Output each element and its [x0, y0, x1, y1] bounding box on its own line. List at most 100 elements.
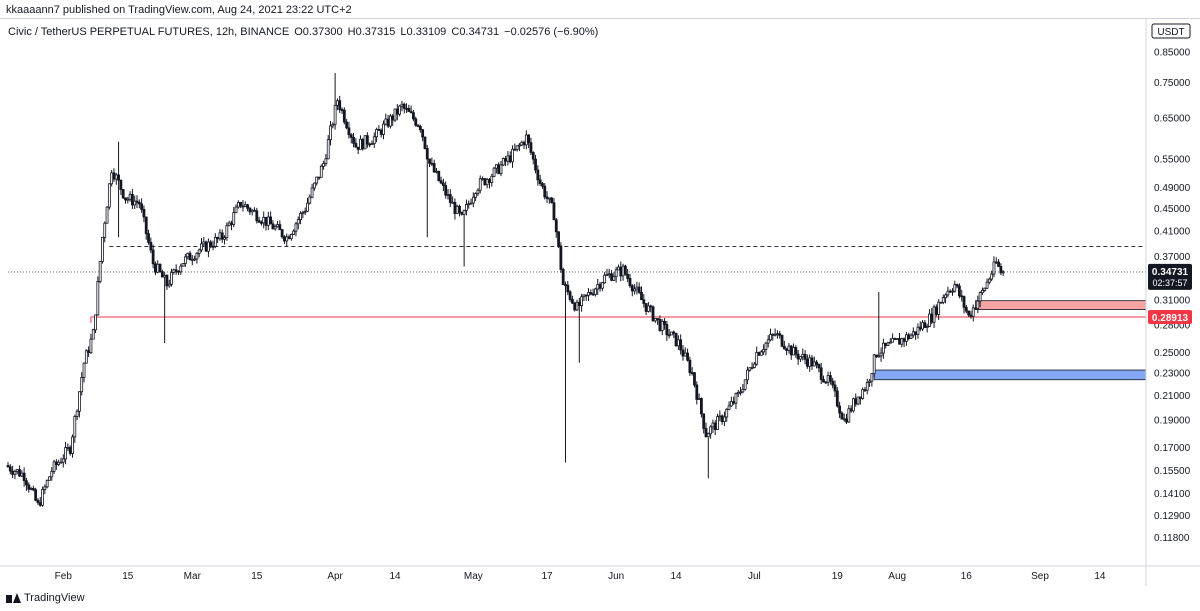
candle-body: [736, 391, 740, 395]
legend-symbol: Civic / TetherUS PERPETUAL FUTURES, 12h,…: [8, 26, 290, 38]
y-tick-label: 0.65000: [1154, 113, 1191, 124]
candle: [547, 197, 551, 204]
candle-body: [755, 352, 759, 365]
candle-body: [598, 284, 602, 289]
candle-body: [787, 345, 791, 351]
candle: [333, 73, 337, 130]
candle-body: [384, 118, 388, 125]
candle: [852, 397, 855, 413]
candle-body: [264, 216, 268, 226]
candle-body: [771, 333, 775, 336]
candle: [13, 469, 17, 480]
candle: [658, 315, 662, 332]
candle-body: [946, 290, 950, 296]
candle: [310, 183, 314, 199]
candle: [603, 272, 607, 284]
candle-body: [607, 273, 611, 276]
candle: [465, 199, 468, 216]
candle-body: [831, 380, 835, 386]
candle: [84, 349, 88, 364]
candle: [951, 288, 954, 296]
candle-body: [289, 233, 293, 240]
candle: [31, 485, 35, 492]
candle: [653, 318, 657, 323]
candle-body: [999, 266, 1003, 274]
candle-body: [951, 290, 954, 293]
candle-body: [296, 219, 300, 225]
candle-body: [921, 322, 924, 330]
candle-body: [914, 331, 918, 335]
candle-body: [649, 305, 653, 308]
candle-body: [342, 109, 346, 123]
zone-layer: [873, 300, 1147, 381]
candle: [250, 208, 254, 216]
y-tick-label: 0.49000: [1154, 183, 1191, 194]
candle-body: [105, 206, 109, 224]
candle: [94, 314, 97, 334]
candle-body: [683, 352, 687, 357]
candle-body: [218, 232, 222, 240]
candle: [204, 240, 208, 253]
candle-body: [223, 237, 226, 240]
candle: [266, 211, 270, 230]
candle-body: [568, 291, 572, 300]
candle: [647, 302, 650, 313]
candle: [103, 221, 107, 243]
candle: [329, 121, 332, 146]
candle: [405, 103, 408, 114]
candle: [805, 354, 809, 369]
candle: [6, 462, 10, 468]
candle-body: [697, 398, 701, 400]
candle: [690, 367, 694, 376]
candle-body: [891, 338, 894, 343]
x-tick-label: 15: [122, 571, 134, 582]
candle: [822, 375, 825, 383]
candle: [474, 192, 478, 202]
candle-body: [898, 338, 901, 345]
candle-body: [471, 196, 475, 204]
candle: [865, 378, 869, 395]
candle-body: [236, 202, 240, 208]
candle: [87, 346, 91, 357]
candle: [997, 259, 1000, 268]
candle-body: [630, 285, 634, 292]
candle: [921, 320, 924, 332]
candle-body: [660, 320, 664, 331]
candle: [584, 294, 588, 301]
x-tick-label: Jun: [608, 571, 624, 582]
candle-body: [589, 292, 593, 295]
candle: [354, 138, 358, 148]
candle: [529, 137, 533, 156]
candle-body: [8, 466, 12, 472]
candle-body: [499, 164, 503, 174]
candle: [412, 109, 415, 122]
candle: [706, 432, 710, 479]
candle: [987, 277, 991, 285]
candle: [506, 150, 510, 166]
chart-canvas[interactable]: USDT 0.85000 0.75000 0.65000 0.55000 0.49000 0…: [0, 18, 1200, 586]
candle-body: [18, 469, 21, 477]
x-tick-label: 19: [832, 571, 844, 582]
candle-body: [418, 125, 422, 131]
candle: [114, 172, 118, 185]
candle: [985, 278, 989, 290]
candle-body: [165, 274, 169, 287]
x-tick-label: Sep: [1031, 571, 1049, 582]
candle: [600, 281, 604, 292]
candle-body: [702, 413, 706, 429]
candle-body: [812, 361, 816, 367]
candle-body: [246, 204, 249, 209]
candle-body: [600, 282, 604, 289]
candle: [958, 283, 961, 299]
candle: [513, 143, 517, 151]
candle: [879, 347, 883, 362]
candle: [884, 342, 888, 349]
candle: [416, 124, 420, 128]
candle-body: [923, 322, 927, 329]
candle: [762, 344, 765, 356]
candle: [930, 308, 934, 325]
candle-body: [570, 299, 574, 304]
footer-brand[interactable]: TradingView: [6, 592, 85, 604]
candle-body: [534, 158, 537, 171]
candle: [538, 174, 542, 187]
